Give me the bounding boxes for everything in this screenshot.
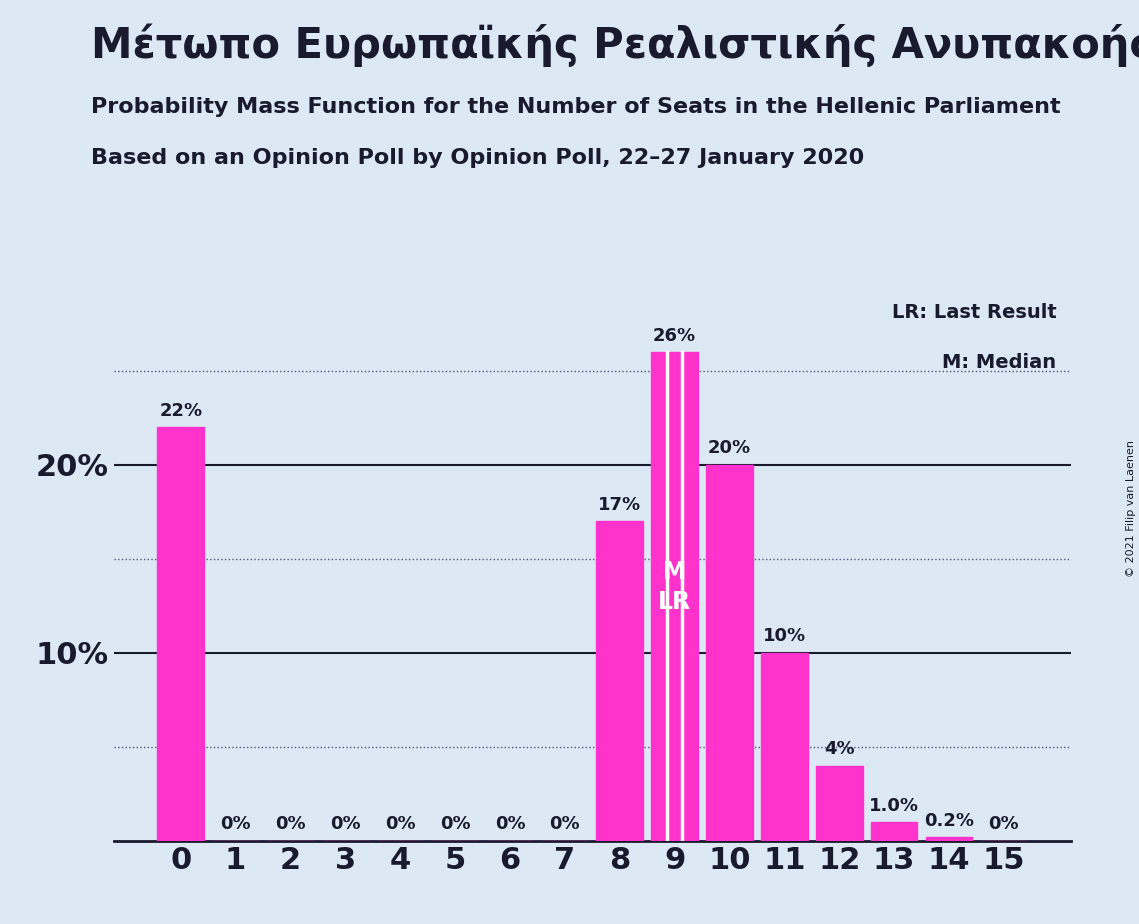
Text: 0%: 0% — [385, 815, 416, 833]
Text: 10%: 10% — [763, 627, 806, 645]
Bar — [871, 822, 917, 841]
Text: 0.2%: 0.2% — [924, 811, 974, 830]
Text: Μέτωπο Ευρωπαϊκής Ρεαλιστικής Ανυπακοής: Μέτωπο Ευρωπαϊκής Ρεαλιστικής Ανυπακοής — [91, 23, 1139, 67]
Text: 17%: 17% — [598, 496, 641, 514]
Text: M: Median: M: Median — [942, 353, 1056, 372]
Text: 22%: 22% — [159, 402, 203, 419]
Bar — [926, 837, 973, 841]
Bar — [157, 428, 204, 841]
Text: 0%: 0% — [549, 815, 580, 833]
Text: M
LR: M LR — [658, 560, 691, 614]
Text: 0%: 0% — [220, 815, 251, 833]
Text: LR: Last Result: LR: Last Result — [892, 303, 1056, 322]
Text: 4%: 4% — [823, 740, 854, 759]
Bar — [652, 352, 698, 841]
Bar — [816, 766, 862, 841]
Text: 20%: 20% — [708, 440, 751, 457]
Text: © 2021 Filip van Laenen: © 2021 Filip van Laenen — [1126, 440, 1136, 577]
Text: Probability Mass Function for the Number of Seats in the Hellenic Parliament: Probability Mass Function for the Number… — [91, 97, 1060, 117]
Text: 0%: 0% — [440, 815, 470, 833]
Text: 1.0%: 1.0% — [869, 796, 919, 815]
Bar — [761, 653, 808, 841]
Text: 0%: 0% — [494, 815, 525, 833]
Text: 26%: 26% — [653, 327, 696, 345]
Text: 0%: 0% — [330, 815, 361, 833]
Text: 0%: 0% — [276, 815, 305, 833]
Bar — [597, 521, 644, 841]
Text: Based on an Opinion Poll by Opinion Poll, 22–27 January 2020: Based on an Opinion Poll by Opinion Poll… — [91, 148, 865, 168]
Bar — [706, 465, 753, 841]
Text: 0%: 0% — [989, 815, 1019, 833]
